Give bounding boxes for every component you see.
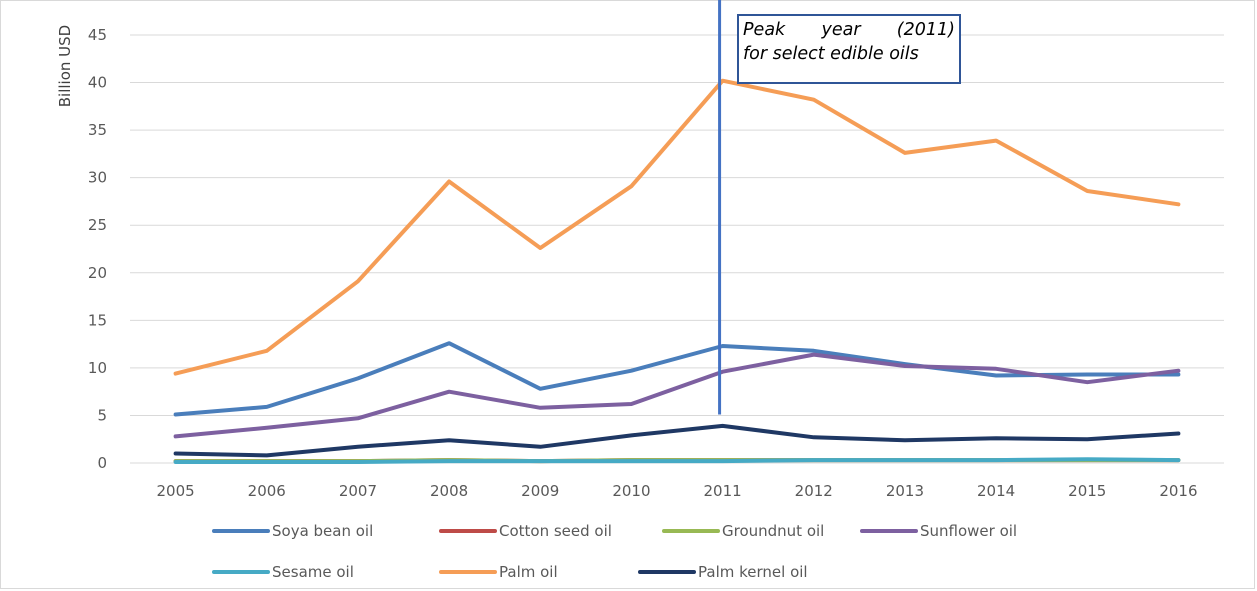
y-tick-label: 30: [88, 169, 107, 187]
x-tick-label: 2013: [886, 482, 924, 500]
legend-item: Palm kernel oil: [638, 563, 808, 581]
x-tick-label: 2014: [977, 482, 1015, 500]
series-line-palm-oil: [173, 78, 1181, 376]
y-tick-label: 10: [88, 359, 107, 377]
legend-item: Groundnut oil: [662, 522, 824, 540]
legend-label: Palm oil: [499, 563, 558, 581]
y-tick-label: 25: [88, 216, 107, 234]
legend: Soya bean oil Cotton seed oil Groundnut oi…: [212, 522, 1017, 581]
y-axis-ticks: 0 5 10 15 20 25 30 35 40 45: [88, 26, 107, 472]
peak-year-annotation: Peak year (2011) for select edible oils: [737, 14, 961, 84]
legend-label: Soya bean oil: [272, 522, 373, 540]
legend-item: Palm oil: [439, 563, 558, 581]
series-line-sunflower-oil: [173, 352, 1181, 439]
x-tick-label: 2008: [430, 482, 468, 500]
legend-label: Palm kernel oil: [698, 563, 808, 581]
x-tick-label: 2007: [339, 482, 377, 500]
legend-item: Soya bean oil: [212, 522, 373, 540]
x-tick-label: 2009: [521, 482, 559, 500]
series-lines: [173, 78, 1181, 464]
series-line-soya-bean-oil: [173, 341, 1181, 417]
x-tick-label: 2010: [612, 482, 650, 500]
y-tick-label: 45: [88, 26, 107, 44]
y-tick-label: 5: [97, 406, 107, 424]
y-axis-label: Billion USD: [56, 25, 74, 107]
legend-item: Sunflower oil: [860, 522, 1017, 540]
legend-label: Cotton seed oil: [499, 522, 612, 540]
y-tick-label: 20: [88, 264, 107, 282]
x-tick-label: 2005: [156, 482, 194, 500]
y-tick-label: 40: [88, 74, 107, 92]
y-tick-label: 0: [97, 454, 107, 472]
legend-label: Groundnut oil: [722, 522, 824, 540]
series-line-sesame-oil: [173, 457, 1181, 464]
annotation-line-2: for select edible oils: [743, 44, 919, 64]
x-axis-ticks: 2005 2006 2007 2008 2009 2010 2011 2012 2013 2014…: [156, 482, 1197, 500]
series-line-palm-kernel-oil: [173, 423, 1181, 458]
legend-item: Cotton seed oil: [439, 522, 612, 540]
x-tick-label: 2011: [703, 482, 741, 500]
legend-item: Sesame oil: [212, 563, 354, 581]
gridlines: [130, 34, 1224, 464]
y-tick-label: 15: [88, 311, 107, 329]
legend-label: Sesame oil: [272, 563, 354, 581]
legend-label: Sunflower oil: [920, 522, 1017, 540]
x-tick-label: 2012: [795, 482, 833, 500]
x-tick-label: 2006: [248, 482, 286, 500]
y-tick-label: 35: [88, 121, 107, 139]
x-tick-label: 2016: [1159, 482, 1197, 500]
annotation-line-1: Peak year (2011): [743, 20, 955, 40]
x-tick-label: 2015: [1068, 482, 1106, 500]
